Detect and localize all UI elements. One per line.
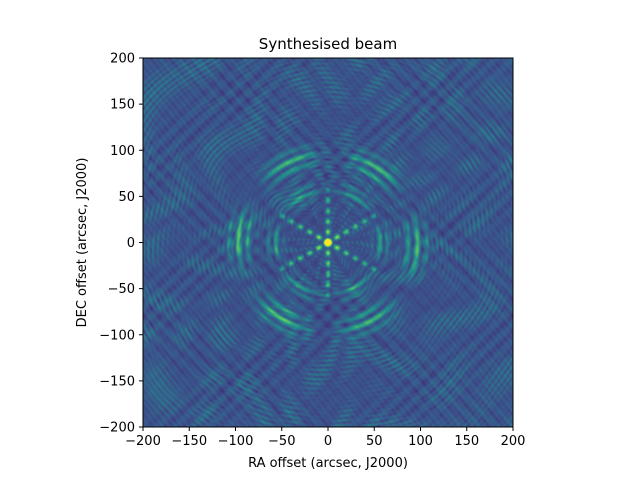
x-tick-label: −150 [171, 434, 207, 449]
x-axis-label: RA offset (arcsec, J2000) [248, 456, 408, 471]
y-tick-label: 200 [110, 52, 135, 67]
y-tick-label: 50 [118, 190, 135, 205]
y-tick-label: 150 [110, 98, 135, 113]
y-tick-label: −50 [108, 282, 135, 297]
beam-heatmap-image [143, 58, 513, 427]
x-tick-label: 0 [324, 434, 332, 449]
x-tick-label: 100 [408, 434, 433, 449]
heatmap-area [143, 58, 513, 427]
x-axis: −200 −150 −100 −50 0 50 100 150 200 [125, 427, 525, 449]
y-tick-label: −100 [99, 328, 135, 343]
y-tick-label: 100 [110, 144, 135, 159]
y-tick-label: 0 [127, 236, 135, 251]
chart-title: Synthesised beam [259, 35, 397, 53]
x-tick-label: −200 [125, 434, 161, 449]
y-axis: −200 −150 −100 −50 0 50 100 150 200 [99, 52, 143, 436]
y-tick-label: −150 [99, 374, 135, 389]
x-tick-label: −50 [268, 434, 295, 449]
x-tick-label: −100 [218, 434, 254, 449]
x-tick-label: 150 [454, 434, 479, 449]
y-axis-label: DEC offset (arcsec, J2000) [75, 158, 90, 328]
x-tick-label: 200 [501, 434, 526, 449]
x-tick-label: 50 [366, 434, 383, 449]
y-tick-label: −200 [99, 421, 135, 436]
